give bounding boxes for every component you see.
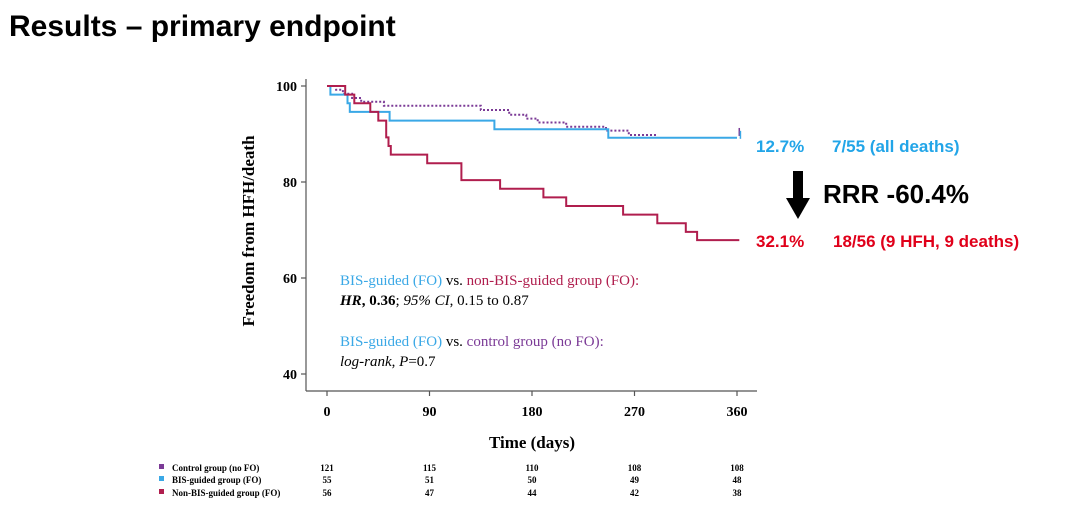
risk-row-value: 121	[320, 463, 334, 473]
x-tick-label: 360	[727, 405, 748, 420]
rrr-value: RRR -60.4%	[823, 179, 969, 209]
risk-row-value: 50	[528, 475, 538, 485]
nonbis-event-rate: 32.1%	[756, 232, 805, 251]
risk-row-label: Non-BIS-guided group (FO)	[172, 488, 280, 498]
risk-row-value: 42	[630, 488, 640, 498]
y-tick-label: 100	[276, 80, 297, 95]
x-tick-label: 270	[624, 405, 645, 420]
risk-row-value: 56	[323, 488, 333, 498]
y-tick-label: 60	[283, 272, 297, 287]
risk-row-value: 51	[425, 475, 435, 485]
survival-curve-1	[327, 85, 737, 139]
logrank-annotation-line2: log-rank, P=0.7	[340, 354, 436, 370]
y-tick-label: 80	[283, 176, 297, 191]
risk-row-value: 55	[323, 475, 333, 485]
y-tick-label: 40	[283, 368, 297, 383]
nonbis-event-count: 18/56 (9 HFH, 9 deaths)	[833, 232, 1020, 251]
survival-curve-0	[327, 85, 658, 136]
y-axis-label: Freedom from HFH/death	[239, 135, 258, 327]
risk-row-label: Control group (no FO)	[172, 463, 259, 473]
x-tick-label: 90	[423, 405, 437, 420]
risk-row-value: 47	[425, 488, 435, 498]
bis-event-count: 7/55 (all deaths)	[832, 137, 960, 156]
risk-row-swatch	[159, 476, 164, 481]
risk-row-swatch	[159, 464, 164, 469]
risk-row-value: 38	[733, 488, 743, 498]
risk-row-label: BIS-guided group (FO)	[172, 475, 261, 485]
logrank-annotation-line1: BIS-guided (FO) vs. control group (no FO…	[340, 334, 604, 350]
risk-row-value: 108	[628, 463, 642, 473]
slide-title: Results – primary endpoint	[9, 10, 396, 43]
risk-row-value: 44	[528, 488, 538, 498]
x-tick-label: 180	[522, 405, 543, 420]
hr-annotation-line2: HR, 0.36; 95% CI, 0.15 to 0.87	[339, 293, 529, 309]
risk-row-swatch	[159, 489, 164, 494]
chart-axes: 40 60 80 100 0 90 180 270 360	[276, 79, 757, 420]
risk-row-value: 110	[525, 463, 539, 473]
risk-row-value: 49	[630, 475, 640, 485]
bis-event-rate: 12.7%	[756, 137, 805, 156]
survival-curve-2	[327, 85, 740, 242]
x-axis-label: Time (days)	[489, 433, 575, 452]
survival-curves	[327, 85, 742, 242]
risk-row-value: 108	[730, 463, 744, 473]
risk-row-value: 115	[423, 463, 437, 473]
risk-table: Control group (no FO) 121 115 110 108 108 BIS-…	[159, 463, 744, 498]
hr-annotation-line1: BIS-guided (FO) vs. non-BIS-guided group…	[340, 273, 639, 289]
x-tick-label: 0	[324, 405, 331, 420]
down-arrow-icon	[786, 171, 810, 219]
risk-row-value: 48	[733, 475, 743, 485]
